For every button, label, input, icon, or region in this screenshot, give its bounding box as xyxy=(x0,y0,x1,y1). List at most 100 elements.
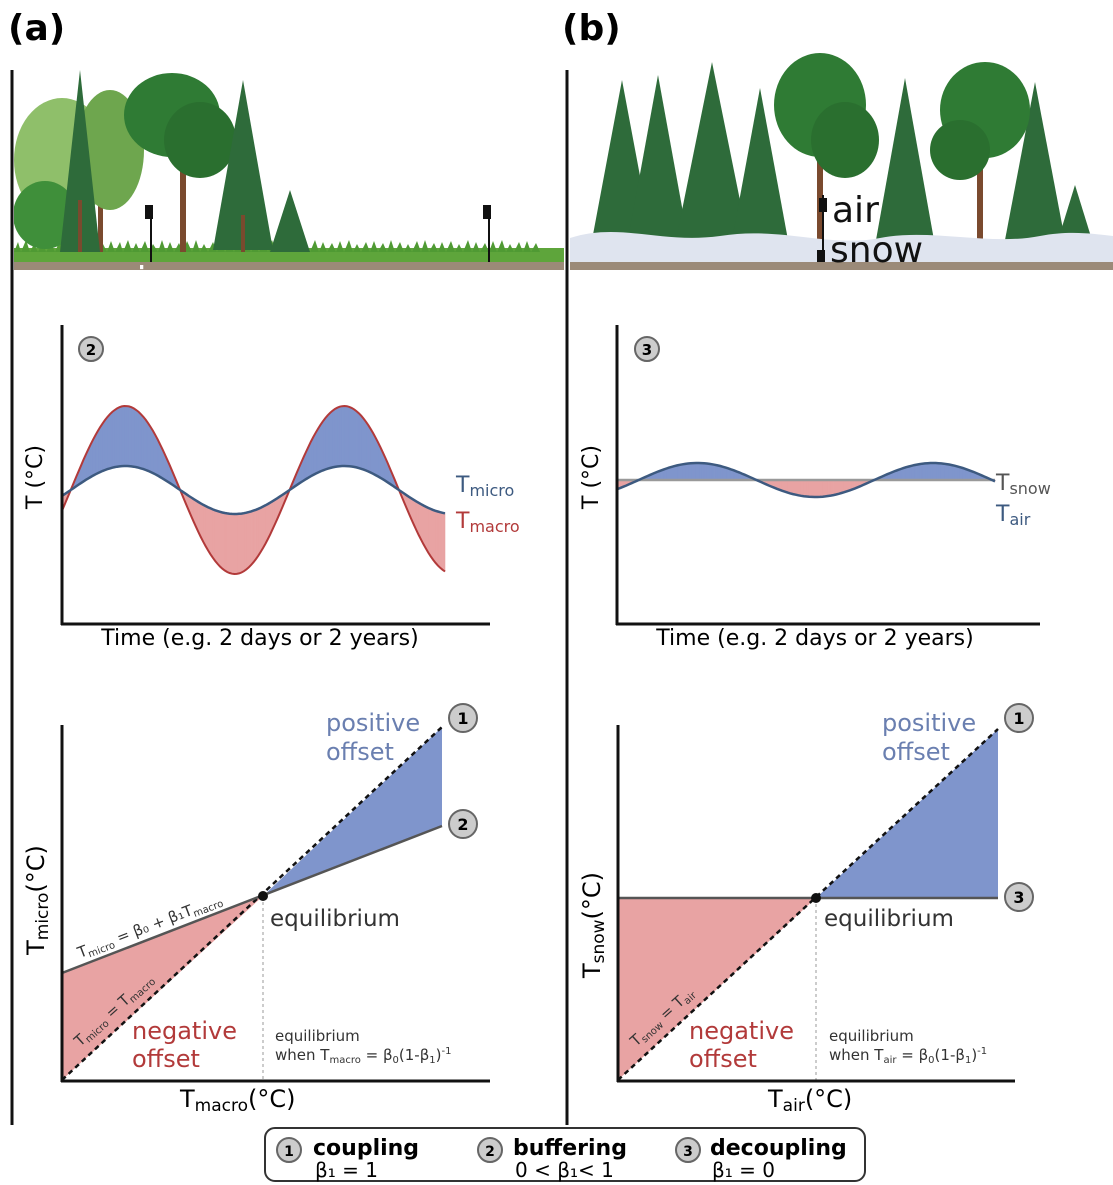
positive-offset-area xyxy=(687,462,692,481)
positive-offset-area xyxy=(711,463,716,481)
legend-coupling-title: coupling xyxy=(313,1136,419,1161)
positive-offset-area xyxy=(327,412,331,470)
negative-offset-area xyxy=(427,507,431,558)
timeseries-b-ylabel: T (°C) xyxy=(579,445,604,510)
negative-offset-area xyxy=(442,512,446,572)
positive-offset-area xyxy=(353,408,357,468)
positive-offset-area xyxy=(329,410,333,469)
legend-frame xyxy=(264,1127,866,1182)
positive-offset-area xyxy=(674,465,678,481)
positive-offset-label-2: offset xyxy=(326,738,394,766)
negative-offset-area xyxy=(229,513,233,575)
positive-offset-area xyxy=(921,463,926,481)
positive-offset-area xyxy=(145,419,149,472)
positive-offset-area xyxy=(123,405,127,467)
negative-offset-area xyxy=(222,512,226,572)
negative-offset-area xyxy=(795,479,799,496)
legend-buffering-formula: 0 < β₁< 1 xyxy=(515,1158,614,1182)
positive-offset-area xyxy=(107,413,111,470)
positive-offset-area xyxy=(360,414,364,471)
positive-offset-area xyxy=(348,406,352,467)
negative-offset-area xyxy=(260,506,264,554)
negative-offset-area xyxy=(241,512,245,573)
negative-offset-area xyxy=(792,479,797,496)
timeseries-a-micro-line xyxy=(61,464,446,516)
positive-offset-area xyxy=(916,463,920,481)
negative-offset-area xyxy=(827,479,832,497)
badge-2-number: 2 xyxy=(457,815,468,834)
regression-a-equilibrium-point xyxy=(258,891,268,901)
timeseries-a-xlabel: Time (e.g. 2 days or 2 years) xyxy=(100,626,418,651)
negative-offset-label-1: negative xyxy=(689,1017,794,1045)
positive-offset-area xyxy=(121,405,125,467)
timeseries-b: 3 T (°C) Time (e.g. 2 days or 2 years) T… xyxy=(579,325,1051,651)
negative-offset-area xyxy=(787,479,791,494)
positive-offset-area xyxy=(940,463,945,481)
positive-offset-area xyxy=(682,463,686,481)
negative-offset-area xyxy=(217,510,221,568)
positive-offset-area xyxy=(317,423,321,473)
positive-offset-area xyxy=(363,417,367,471)
badge-1-number: 1 xyxy=(1013,709,1024,728)
negative-offset-area xyxy=(253,509,257,564)
positive-offset-area xyxy=(919,463,923,481)
negative-offset-area xyxy=(257,507,261,557)
negative-offset-area xyxy=(803,479,807,497)
positive-offset-area xyxy=(717,465,721,481)
timeseries-a-ylabel: T (°C) xyxy=(23,445,48,510)
legend-badge-3-number: 3 xyxy=(683,1144,693,1160)
badge-3-number: 3 xyxy=(642,341,652,359)
positive-offset-area xyxy=(313,432,317,476)
positive-offset-area xyxy=(315,427,319,475)
positive-offset-area xyxy=(932,462,937,481)
negative-offset-area xyxy=(226,513,230,574)
regression-b-positive-offset-area xyxy=(816,729,998,898)
positive-offset-area xyxy=(954,465,958,481)
positive-offset-area xyxy=(339,405,343,467)
positive-offset-area xyxy=(695,462,700,481)
positive-offset-area xyxy=(709,463,713,481)
negative-offset-area xyxy=(212,508,216,562)
positive-offset-area xyxy=(356,410,360,469)
legend-t-micro: Tmicro xyxy=(455,473,514,500)
positive-offset-area xyxy=(119,406,123,467)
timeseries-a-macro-line xyxy=(61,404,446,576)
negative-offset-area xyxy=(262,504,266,550)
negative-offset-area xyxy=(210,507,214,559)
scene-label-macro: macro xyxy=(438,260,551,301)
negative-offset-area xyxy=(219,511,223,570)
legend-badge-1-icon xyxy=(276,1137,302,1163)
legend-decoupling-title: decoupling xyxy=(710,1136,847,1161)
positive-offset-area xyxy=(946,463,950,481)
positive-offset-area xyxy=(344,405,348,467)
legend-t-macro: Tmacro xyxy=(455,509,520,536)
legend-badge-2-number: 2 xyxy=(485,1144,495,1160)
positive-offset-area xyxy=(905,466,910,481)
positive-offset-area xyxy=(693,462,697,481)
regression-a: 1 2 positive offset negative offset equi… xyxy=(22,703,490,1116)
legend-t-air: Tair xyxy=(995,502,1031,529)
badge-2-icon xyxy=(448,809,478,839)
soil-band-b xyxy=(570,260,1113,270)
negative-offset-area xyxy=(830,479,834,496)
positive-offset-area xyxy=(332,408,336,468)
negative-offset-label-2: offset xyxy=(132,1045,200,1073)
timeseries-b-xlabel: Time (e.g. 2 days or 2 years) xyxy=(655,626,973,651)
positive-offset-area xyxy=(334,407,338,468)
positive-offset-area xyxy=(685,463,689,481)
positive-offset-area xyxy=(943,463,947,481)
positive-offset-area xyxy=(114,407,118,468)
equilibrium-note-line-1: equilibrium xyxy=(829,1027,914,1045)
regression-a-model-line xyxy=(61,824,443,975)
negative-offset-area xyxy=(439,511,443,571)
panel-a-letter: (a) xyxy=(8,8,65,49)
negative-offset-area xyxy=(806,479,810,498)
positive-offset-area xyxy=(701,462,705,481)
positive-offset-area xyxy=(368,424,372,474)
negative-offset-area xyxy=(435,510,439,567)
positive-offset-area xyxy=(128,406,132,467)
negative-offset-area xyxy=(432,509,436,564)
equilibrium-note-line-1: equilibrium xyxy=(275,1027,360,1045)
negative-offset-label-2: offset xyxy=(689,1045,757,1073)
